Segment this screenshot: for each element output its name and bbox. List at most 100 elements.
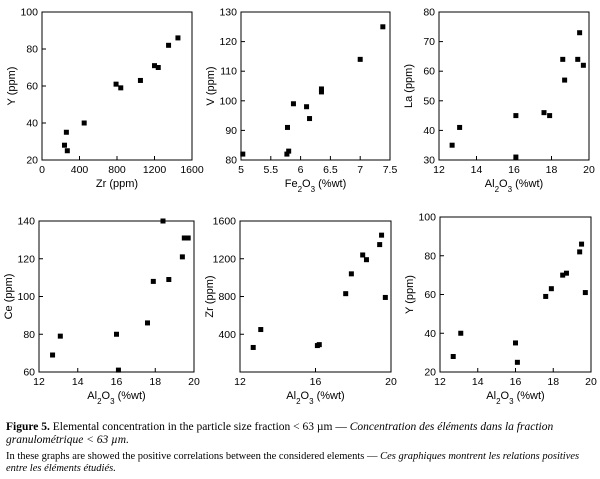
x-tick-label: 16	[508, 164, 520, 176]
y-axis-label: V (ppm)	[205, 66, 217, 105]
x-tick-label: 6	[298, 164, 304, 176]
data-point	[560, 272, 566, 278]
data-point	[348, 271, 354, 277]
x-tick-label: 14	[471, 164, 483, 176]
data-point	[449, 142, 455, 148]
y-tick-label: 120	[219, 36, 237, 48]
x-tick-label: 5	[238, 164, 244, 176]
y-axis-label: Y (ppm)	[6, 67, 18, 106]
data-point	[50, 352, 56, 358]
plot-frame	[240, 11, 391, 161]
data-point	[377, 242, 383, 248]
y-axis-label: Ce (ppm)	[3, 274, 15, 320]
y-tick-label: 60	[424, 289, 436, 301]
x-tick-label: 14	[472, 376, 484, 388]
y-tick-label: 60	[23, 367, 35, 379]
data-point	[160, 218, 166, 224]
data-point	[258, 327, 264, 333]
data-point	[547, 113, 553, 119]
scatter-plot-grid: 0 400 800 1200 1600 20 40 60 80 100 Zr (ppm) Y (ppm…	[3, 7, 597, 406]
x-tick-label: 18	[547, 376, 559, 388]
y-tick-label: 400	[218, 329, 236, 341]
y-tick-label: 1200	[213, 253, 237, 265]
x-axis-label: Al2O3 (%wt)	[485, 178, 543, 194]
y-axis-label: La (ppm)	[403, 64, 415, 108]
y-tick-label: 20	[424, 367, 436, 379]
data-point	[179, 254, 185, 260]
data-point	[360, 252, 366, 258]
x-tick-label: 18	[149, 376, 161, 388]
y-tick-label: 100	[20, 7, 38, 19]
y-tick-label: 120	[17, 253, 35, 265]
data-point	[240, 151, 246, 157]
plot-frame	[438, 11, 590, 161]
data-point	[560, 56, 566, 62]
data-point	[290, 101, 296, 107]
y-tick-label: 50	[423, 95, 435, 107]
x-tick-label: 800	[108, 164, 126, 176]
data-point	[307, 116, 313, 122]
caption-separator: —	[335, 421, 347, 433]
data-point	[114, 331, 119, 337]
x-tick-label: 12	[434, 376, 446, 388]
y-axis-label: Zr (ppm)	[204, 275, 216, 317]
caption-note: In these graphs are showed the positive …	[6, 451, 594, 475]
y-tick-label: 20	[26, 155, 38, 167]
data-point	[284, 124, 290, 130]
data-point	[513, 340, 518, 346]
y-tick-label: 800	[218, 291, 236, 303]
data-point	[175, 35, 181, 41]
caption-english: Elemental concentration in the particle …	[52, 421, 333, 433]
y-tick-label: 60	[423, 66, 435, 78]
y-tick-label: 1600	[213, 216, 237, 228]
x-tick-label: 20	[188, 376, 200, 388]
x-tick-label: 16	[310, 376, 322, 388]
x-tick-label: 5.5	[263, 164, 278, 176]
y-tick-label: 70	[423, 36, 435, 48]
data-point	[543, 293, 549, 299]
data-point	[579, 241, 585, 247]
data-point	[577, 249, 583, 255]
x-axis-label: Fe2O3 (%wt)	[285, 178, 346, 194]
figure-label: Figure 5.	[6, 421, 50, 433]
y-tick-label: 100	[219, 95, 237, 107]
data-point	[514, 359, 520, 365]
data-point	[284, 151, 290, 157]
x-axis-label: Al2O3 (%wt)	[286, 390, 344, 406]
x-tick-label: 14	[72, 376, 84, 388]
data-point	[457, 124, 463, 130]
data-point	[316, 342, 322, 348]
data-point	[166, 42, 172, 48]
data-point	[548, 286, 554, 292]
data-point	[118, 85, 124, 91]
note-english: In these graphs are showed the positive …	[6, 451, 365, 462]
x-tick-label: 16	[510, 376, 522, 388]
x-axis-label: Al2O3 (%wt)	[87, 390, 145, 406]
y-tick-label: 40	[26, 118, 38, 130]
y-tick-label: 100	[17, 291, 35, 303]
data-point	[57, 333, 63, 339]
data-point	[150, 278, 156, 284]
data-point	[563, 270, 569, 276]
note-separator: —	[366, 451, 378, 462]
x-tick-label: 6.5	[323, 164, 338, 176]
y-tick-label: 30	[423, 155, 435, 167]
x-tick-label: 7.5	[383, 164, 398, 176]
data-point	[357, 56, 363, 62]
y-tick-label: 110	[220, 66, 237, 78]
caption-main: Figure 5. Elemental concentration in the…	[6, 421, 594, 447]
figure-caption: Figure 5. Elemental concentration in the…	[6, 421, 594, 475]
data-point	[181, 235, 187, 241]
data-point	[382, 294, 388, 300]
x-axis-label: Zr (ppm)	[96, 178, 138, 190]
data-point	[575, 56, 581, 62]
chart-v-vs-fe2o3: 5 5.5 6 6.5 7 7.5 80 90 100 110 120 130 Fe2O3 (%wt) V…	[205, 7, 397, 194]
data-point	[166, 277, 172, 283]
x-tick-label: 20	[385, 376, 397, 388]
y-tick-label: 40	[423, 125, 435, 137]
data-point	[450, 354, 456, 359]
data-point	[318, 89, 324, 95]
x-tick-label: 7	[357, 164, 363, 176]
x-tick-label: 12	[33, 376, 45, 388]
x-tick-label: 18	[546, 164, 558, 176]
